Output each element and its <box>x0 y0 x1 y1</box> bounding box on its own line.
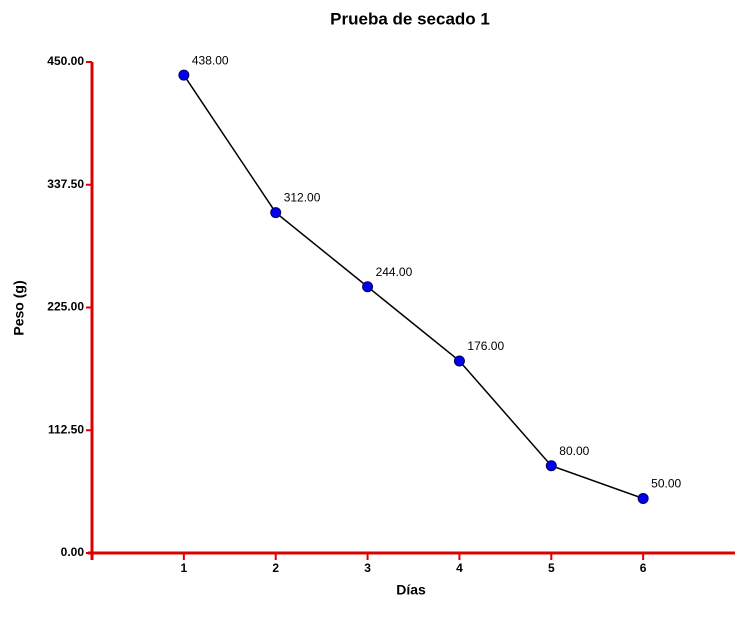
x-tick-label: 6 <box>640 561 647 575</box>
data-label: 50.00 <box>651 477 681 491</box>
y-tick-label: 225.00 <box>47 300 84 314</box>
data-point <box>362 281 374 293</box>
y-tick-label: 450.00 <box>47 54 84 68</box>
data-point <box>453 355 465 367</box>
y-axis-label: Peso (g) <box>11 280 27 335</box>
data-point <box>545 460 557 472</box>
x-tick-label: 1 <box>181 561 188 575</box>
x-axis-label: Días <box>396 582 426 598</box>
data-point <box>637 492 649 504</box>
data-label: 244.00 <box>376 265 413 279</box>
chart-title: Prueba de secado 1 <box>330 9 490 28</box>
data-point <box>178 69 190 81</box>
x-tick-label: 4 <box>456 561 463 575</box>
x-tick-label: 2 <box>272 561 279 575</box>
x-tick-label: 3 <box>364 561 371 575</box>
y-tick-label: 112.50 <box>48 422 84 436</box>
data-line <box>183 74 644 500</box>
data-label: 176.00 <box>467 339 504 353</box>
y-tick-label: 0.00 <box>61 545 85 559</box>
data-point <box>270 207 282 219</box>
y-tick-label: 337.50 <box>47 177 84 191</box>
data-label: 80.00 <box>559 444 589 458</box>
data-label: 438.00 <box>192 53 229 67</box>
x-tick-label: 5 <box>548 561 555 575</box>
data-label: 312.00 <box>284 191 321 205</box>
